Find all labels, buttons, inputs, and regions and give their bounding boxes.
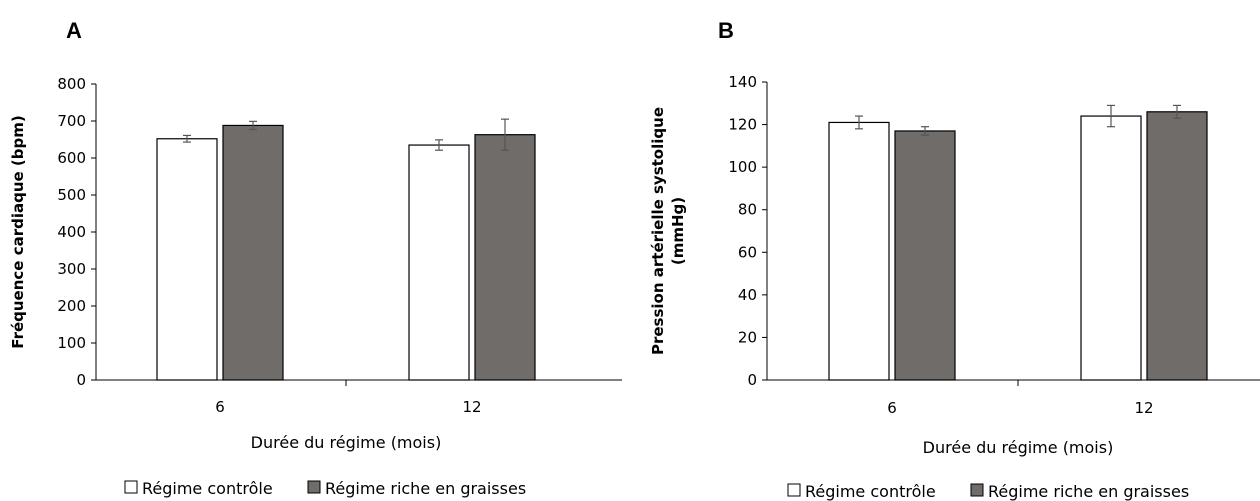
legend-label: Régime contrôle — [805, 482, 936, 501]
y-axis-title: (mmHg) — [669, 197, 687, 265]
legend-swatch — [970, 483, 984, 497]
x-axis-title: Durée du régime (mois) — [251, 433, 442, 452]
bar — [1080, 115, 1142, 381]
legend-label: Régime riche en graisses — [325, 479, 526, 498]
y-tick-label: 600 — [57, 149, 86, 167]
y-tick-label: 20 — [738, 328, 757, 346]
legend-swatch — [787, 483, 801, 497]
y-tick-label: 100 — [57, 334, 86, 352]
y-tick-label: 400 — [57, 223, 86, 241]
y-tick-label: 700 — [57, 112, 86, 130]
y-tick-label: 300 — [57, 260, 86, 278]
bar — [408, 144, 470, 381]
y-tick-label: 500 — [57, 186, 86, 204]
legend-swatch — [124, 480, 138, 494]
bar — [828, 121, 890, 381]
y-tick-label: 200 — [57, 297, 86, 315]
panel-letter-b: B — [718, 18, 734, 43]
y-tick-label: 0 — [747, 371, 757, 389]
x-tick-label: 12 — [462, 398, 481, 416]
legend-label: Régime riche en graisses — [988, 482, 1189, 501]
x-tick-label: 12 — [1134, 399, 1153, 417]
y-tick-label: 80 — [738, 201, 757, 219]
panel-letter-a: A — [66, 18, 82, 43]
legend-swatch — [307, 480, 321, 494]
y-tick-label: 800 — [57, 75, 86, 93]
y-tick-label: 140 — [728, 73, 757, 91]
bar — [156, 138, 218, 381]
x-tick-label: 6 — [887, 399, 897, 417]
chart-b: 0 20 40 60 80 100 120 140 6 12 Durée du régime (mo… — [649, 73, 1260, 501]
y-tick-label: 40 — [738, 286, 757, 304]
y-axis-title: Pression artérielle systolique — [649, 107, 667, 355]
y-axis-title: Fréquence cardiaque (bpm) — [9, 115, 27, 348]
y-tick-label: 100 — [728, 158, 757, 176]
chart-a: 0 100 200 300 400 500 600 700 800 6 12 Durée du rég… — [9, 75, 622, 498]
y-tick-label: 60 — [738, 243, 757, 261]
bar — [894, 130, 956, 381]
legend-label: Régime contrôle — [142, 479, 273, 498]
y-tick-label: 120 — [728, 116, 757, 134]
x-axis-title: Durée du régime (mois) — [923, 438, 1114, 457]
bar — [474, 134, 536, 381]
bar — [222, 124, 284, 381]
x-tick-label: 6 — [215, 398, 225, 416]
bar — [1146, 111, 1208, 381]
y-tick-label: 0 — [76, 371, 86, 389]
